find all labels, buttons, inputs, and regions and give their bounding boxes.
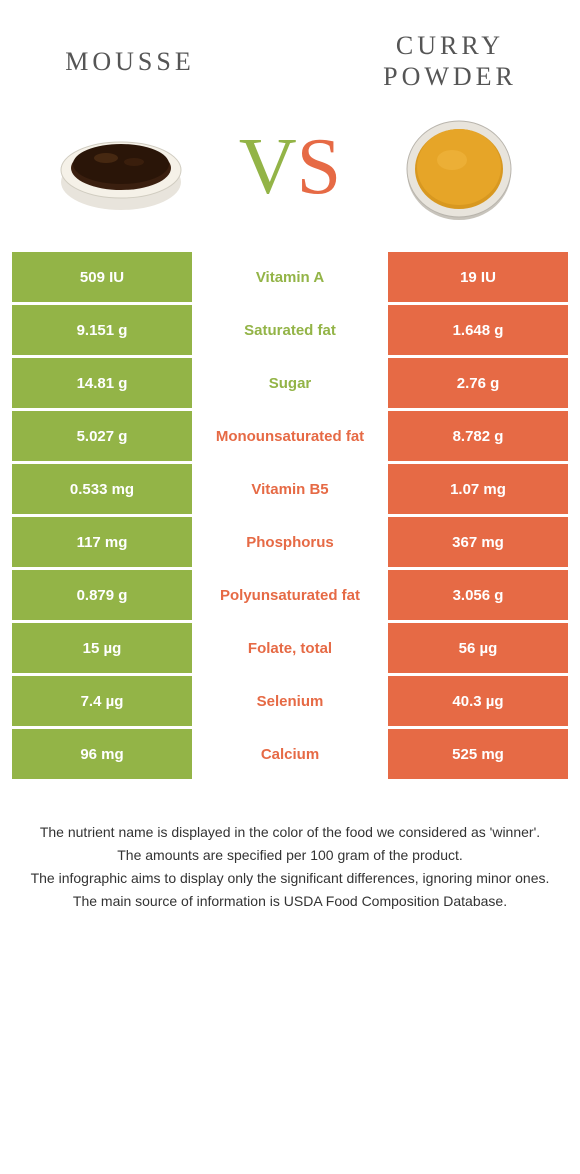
left-value: 7.4 µg	[12, 676, 192, 726]
left-value: 96 mg	[12, 729, 192, 779]
left-value: 5.027 g	[12, 411, 192, 461]
table-row: 15 µgFolate, total56 µg	[12, 623, 568, 673]
right-value: 1.648 g	[388, 305, 568, 355]
table-row: 9.151 gSaturated fat1.648 g	[12, 305, 568, 355]
vs-v: V	[239, 122, 297, 213]
table-row: 0.533 mgVitamin B51.07 mg	[12, 464, 568, 514]
right-value: 56 µg	[388, 623, 568, 673]
nutrient-label: Saturated fat	[192, 305, 388, 355]
footer-notes: The nutrient name is displayed in the co…	[0, 782, 580, 912]
left-value: 0.533 mg	[12, 464, 192, 514]
right-value: 40.3 µg	[388, 676, 568, 726]
table-row: 117 mgPhosphorus367 mg	[12, 517, 568, 567]
image-row: VS	[0, 102, 580, 252]
right-value: 3.056 g	[388, 570, 568, 620]
nutrient-label: Folate, total	[192, 623, 388, 673]
left-value: 14.81 g	[12, 358, 192, 408]
nutrient-label: Sugar	[192, 358, 388, 408]
curry-powder-image	[384, 112, 534, 222]
header-titles: Mousse Curry powder	[0, 0, 580, 102]
nutrient-table: 509 IUVitamin A19 IU9.151 gSaturated fat…	[0, 252, 580, 779]
mousse-image	[46, 112, 196, 222]
nutrient-label: Monounsaturated fat	[192, 411, 388, 461]
left-value: 9.151 g	[12, 305, 192, 355]
footer-line-4: The main source of information is USDA F…	[30, 891, 550, 912]
nutrient-label: Phosphorus	[192, 517, 388, 567]
footer-line-1: The nutrient name is displayed in the co…	[30, 822, 550, 843]
footer-line-3: The infographic aims to display only the…	[30, 868, 550, 889]
nutrient-label: Polyunsaturated fat	[192, 570, 388, 620]
right-value: 1.07 mg	[388, 464, 568, 514]
table-row: 7.4 µgSelenium40.3 µg	[12, 676, 568, 726]
table-row: 96 mgCalcium525 mg	[12, 729, 568, 779]
nutrient-label: Vitamin A	[192, 252, 388, 302]
table-row: 0.879 gPolyunsaturated fat3.056 g	[12, 570, 568, 620]
right-food-title: Curry powder	[350, 30, 550, 92]
left-food-title: Mousse	[30, 46, 230, 77]
table-row: 14.81 gSugar2.76 g	[12, 358, 568, 408]
nutrient-label: Calcium	[192, 729, 388, 779]
right-value: 367 mg	[388, 517, 568, 567]
left-value: 0.879 g	[12, 570, 192, 620]
left-value: 509 IU	[12, 252, 192, 302]
right-value: 525 mg	[388, 729, 568, 779]
vs-s: S	[297, 122, 342, 213]
right-value: 8.782 g	[388, 411, 568, 461]
nutrient-label: Selenium	[192, 676, 388, 726]
right-value: 2.76 g	[388, 358, 568, 408]
left-value: 15 µg	[12, 623, 192, 673]
footer-line-2: The amounts are specified per 100 gram o…	[30, 845, 550, 866]
nutrient-label: Vitamin B5	[192, 464, 388, 514]
vs-label: VS	[239, 122, 341, 213]
right-value: 19 IU	[388, 252, 568, 302]
left-value: 117 mg	[12, 517, 192, 567]
table-row: 509 IUVitamin A19 IU	[12, 252, 568, 302]
table-row: 5.027 gMonounsaturated fat8.782 g	[12, 411, 568, 461]
